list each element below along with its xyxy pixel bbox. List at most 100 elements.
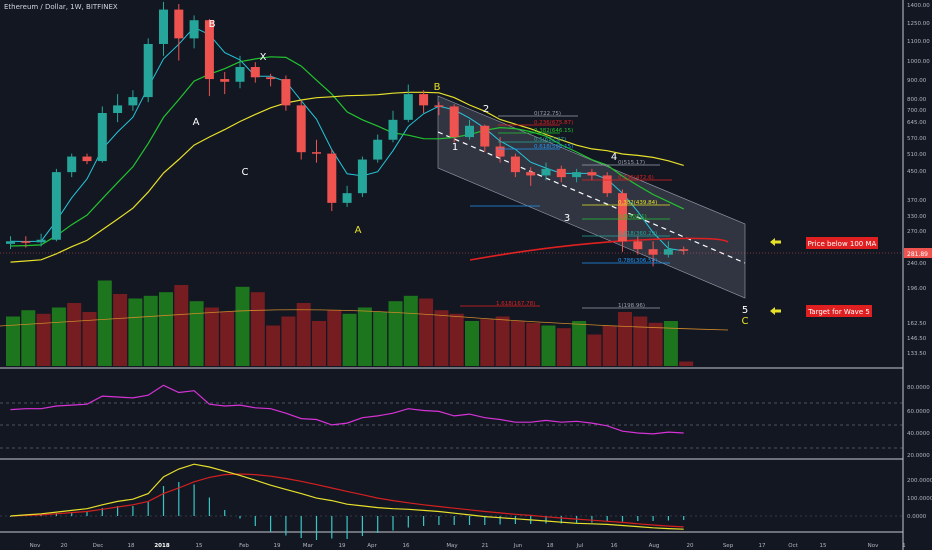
candle-body [618, 193, 627, 242]
macd-hist-bar [254, 516, 256, 526]
volume-bar [250, 292, 265, 366]
volume-bar [36, 313, 51, 366]
candle-body [6, 241, 15, 244]
candle-body [97, 112, 107, 162]
wave-label: 2 [483, 104, 489, 115]
volume-bar [342, 313, 357, 366]
macd-hist-bar [637, 516, 639, 521]
price-axis-tick: 700.00 [907, 108, 927, 114]
candle-body [36, 239, 46, 243]
rsi-axis-tick: 40.0000 [907, 431, 930, 437]
volume-bar [587, 334, 602, 366]
macd-hist-bar [407, 516, 409, 528]
time-axis-tick: 19 [274, 543, 281, 549]
target-wave5-label: Target for Wave 5 [807, 308, 870, 316]
macd-hist-bar [315, 516, 318, 540]
candle-body [526, 172, 536, 176]
candle-body [648, 249, 658, 255]
candle-body [679, 249, 689, 251]
macd-hist-bar [208, 497, 210, 516]
candle-body [51, 172, 61, 240]
volume-bar [618, 312, 632, 366]
macd-hist-bar [239, 516, 241, 519]
price-axis-tick: 1400.00 [907, 3, 930, 9]
macd-hist-bar [392, 516, 394, 531]
wave-label: 5 [742, 305, 748, 316]
candle-body [82, 156, 92, 162]
candle-body [327, 153, 337, 203]
candle-body [159, 9, 168, 44]
macd-hist-bar [331, 516, 333, 539]
volume-bar [679, 361, 694, 366]
volume-bar [357, 307, 372, 366]
axes: 1400.00 1250.00 1100.00 1000.00 900.00 800.00… [30, 3, 932, 549]
candle-body [449, 106, 459, 138]
macd-hist-bar [224, 510, 226, 516]
time-axis-tick: 19 [339, 543, 346, 549]
macd-signal-line [10, 473, 684, 528]
ma-slow-line [10, 91, 684, 263]
macd-hist-bar [591, 516, 593, 523]
volume-bar [204, 307, 219, 366]
rsi-axis-tick: 20.0000 [907, 453, 930, 459]
wave-label: C [742, 316, 749, 327]
fib-level-label: 0.5(622.87) [534, 137, 566, 143]
price-axis-tick: 800.00 [907, 97, 927, 103]
price-axis-tick: 1250.00 [907, 21, 930, 27]
fib-level-label: 1(198.96) [618, 303, 645, 309]
macd-hist-bar [361, 516, 363, 536]
time-axis-tick: Dec [93, 543, 104, 549]
time-axis-tick: Nov [868, 543, 879, 549]
volume-bar [633, 316, 648, 366]
time-axis-tick: 16 [611, 543, 618, 549]
volume-bar [648, 322, 663, 366]
time-axis-tick: Jul [576, 543, 584, 549]
candle-body [342, 193, 352, 203]
candle-body [250, 67, 260, 78]
chart-title: Ethereum / Dollar, 1W, BITFINEX [4, 3, 118, 11]
candle-body [495, 146, 505, 157]
volume-bar [97, 280, 112, 366]
macd-axis-tick: 0.0000 [907, 514, 927, 520]
macd-hist-bar [438, 516, 440, 525]
macd-hist-bar [346, 516, 348, 539]
fib-level-label: 0.786(306.54) [618, 258, 657, 264]
macd-hist-bar [667, 516, 669, 521]
candle-body [281, 79, 291, 106]
price-axis-tick: 146.50 [907, 336, 927, 342]
candle-body [572, 172, 582, 178]
rsi-line [10, 384, 684, 435]
price-below-ma-box [806, 237, 878, 249]
candle-body [663, 249, 673, 255]
candle-body [556, 168, 566, 178]
volume-bar [281, 316, 296, 366]
candle-body [143, 43, 153, 98]
volume-bar [403, 295, 418, 366]
volume-bar [556, 328, 571, 366]
candle-body [21, 241, 31, 243]
price-axis-tick: 450.00 [907, 169, 927, 175]
macd-hist-bar [285, 516, 287, 536]
volume-bar [541, 325, 556, 366]
candle-body [189, 20, 199, 39]
candle-body [296, 105, 306, 153]
wave-label: B [434, 82, 441, 93]
candle-body [602, 175, 612, 194]
candle-body [67, 156, 77, 173]
macd-hist-bar [683, 516, 685, 520]
candle-body [465, 125, 474, 138]
price-axis-tick: 240.00 [907, 261, 927, 267]
fib-level-label: 0.618(360.29) [618, 231, 657, 237]
volume-bar [189, 301, 204, 366]
macd-hist-bar [453, 516, 455, 525]
last-price-label: 281.89 [907, 251, 928, 258]
price-axis-tick: 645.00 [907, 120, 927, 126]
fib-level-label: 1.618(167.78) [496, 301, 535, 307]
volume-bar [159, 292, 173, 366]
volume-ma-line [0, 309, 729, 331]
candle-body [587, 172, 597, 176]
macd-hist-bar [423, 516, 425, 526]
time-axis-tick: 16 [403, 543, 410, 549]
